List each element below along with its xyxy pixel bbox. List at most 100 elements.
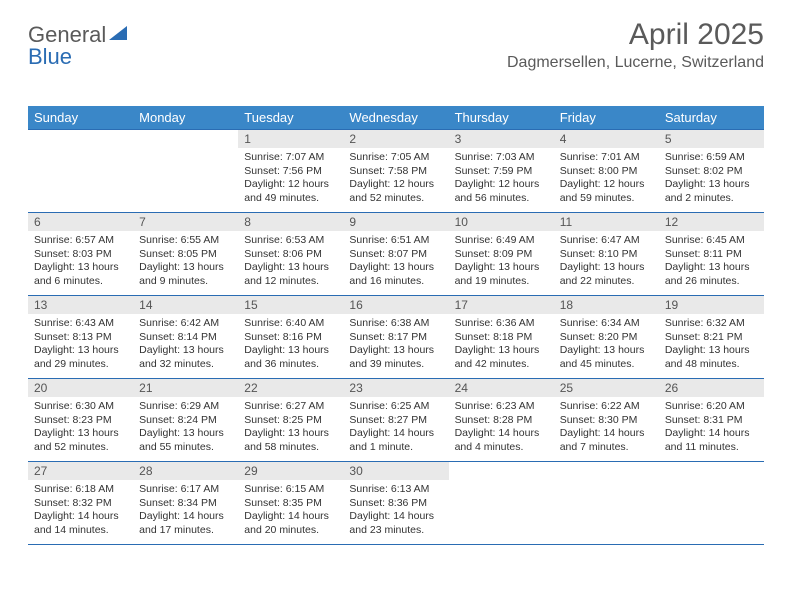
day-details: Sunrise: 6:36 AMSunset: 8:18 PMDaylight:… [449,314,554,376]
empty-cell [449,462,554,544]
daylight-text: Daylight: 13 hours and 55 minutes. [139,427,232,454]
sunset-text: Sunset: 8:21 PM [665,331,758,345]
day-cell: 2Sunrise: 7:05 AMSunset: 7:58 PMDaylight… [343,130,448,212]
sunset-text: Sunset: 7:56 PM [244,165,337,179]
dayname-wednesday: Wednesday [343,106,448,129]
day-details: Sunrise: 6:42 AMSunset: 8:14 PMDaylight:… [133,314,238,376]
sunrise-text: Sunrise: 7:01 AM [560,151,653,165]
dayname-saturday: Saturday [659,106,764,129]
daylight-text: Daylight: 13 hours and 19 minutes. [455,261,548,288]
sunset-text: Sunset: 8:09 PM [455,248,548,262]
sunrise-text: Sunrise: 6:32 AM [665,317,758,331]
sunrise-text: Sunrise: 6:20 AM [665,400,758,414]
day-details: Sunrise: 6:43 AMSunset: 8:13 PMDaylight:… [28,314,133,376]
sunrise-text: Sunrise: 6:53 AM [244,234,337,248]
sunrise-text: Sunrise: 6:17 AM [139,483,232,497]
sunset-text: Sunset: 8:02 PM [665,165,758,179]
sunset-text: Sunset: 8:16 PM [244,331,337,345]
daylight-text: Daylight: 13 hours and 2 minutes. [665,178,758,205]
day-cell: 7Sunrise: 6:55 AMSunset: 8:05 PMDaylight… [133,213,238,295]
sunset-text: Sunset: 7:59 PM [455,165,548,179]
sunset-text: Sunset: 8:23 PM [34,414,127,428]
day-details: Sunrise: 7:05 AMSunset: 7:58 PMDaylight:… [343,148,448,210]
sunset-text: Sunset: 8:14 PM [139,331,232,345]
day-cell: 16Sunrise: 6:38 AMSunset: 8:17 PMDayligh… [343,296,448,378]
daylight-text: Daylight: 13 hours and 9 minutes. [139,261,232,288]
sunrise-text: Sunrise: 6:59 AM [665,151,758,165]
day-number: 15 [238,296,343,314]
sunset-text: Sunset: 8:07 PM [349,248,442,262]
sunrise-text: Sunrise: 6:42 AM [139,317,232,331]
day-number: 6 [28,213,133,231]
week-row: 13Sunrise: 6:43 AMSunset: 8:13 PMDayligh… [28,296,764,379]
daylight-text: Daylight: 13 hours and 48 minutes. [665,344,758,371]
day-cell: 18Sunrise: 6:34 AMSunset: 8:20 PMDayligh… [554,296,659,378]
day-number: 19 [659,296,764,314]
daylight-text: Daylight: 13 hours and 39 minutes. [349,344,442,371]
day-cell: 21Sunrise: 6:29 AMSunset: 8:24 PMDayligh… [133,379,238,461]
day-number: 4 [554,130,659,148]
day-cell: 22Sunrise: 6:27 AMSunset: 8:25 PMDayligh… [238,379,343,461]
day-cell: 8Sunrise: 6:53 AMSunset: 8:06 PMDaylight… [238,213,343,295]
sunset-text: Sunset: 8:28 PM [455,414,548,428]
day-number: 21 [133,379,238,397]
dayname-monday: Monday [133,106,238,129]
sunrise-text: Sunrise: 6:45 AM [665,234,758,248]
sunrise-text: Sunrise: 6:29 AM [139,400,232,414]
daylight-text: Daylight: 14 hours and 4 minutes. [455,427,548,454]
day-number: 2 [343,130,448,148]
empty-cell [28,130,133,212]
day-number: 8 [238,213,343,231]
day-number: 24 [449,379,554,397]
daylight-text: Daylight: 14 hours and 7 minutes. [560,427,653,454]
day-details: Sunrise: 6:45 AMSunset: 8:11 PMDaylight:… [659,231,764,293]
sunset-text: Sunset: 8:25 PM [244,414,337,428]
sunrise-text: Sunrise: 6:30 AM [34,400,127,414]
day-number: 5 [659,130,764,148]
week-row: 6Sunrise: 6:57 AMSunset: 8:03 PMDaylight… [28,213,764,296]
sunrise-text: Sunrise: 6:57 AM [34,234,127,248]
header-right: April 2025 Dagmersellen, Lucerne, Switze… [507,18,764,72]
day-details: Sunrise: 6:13 AMSunset: 8:36 PMDaylight:… [343,480,448,542]
day-number: 13 [28,296,133,314]
dayname-sunday: Sunday [28,106,133,129]
day-details: Sunrise: 6:27 AMSunset: 8:25 PMDaylight:… [238,397,343,459]
daylight-text: Daylight: 14 hours and 1 minute. [349,427,442,454]
day-number: 30 [343,462,448,480]
sunrise-text: Sunrise: 6:49 AM [455,234,548,248]
day-details: Sunrise: 6:32 AMSunset: 8:21 PMDaylight:… [659,314,764,376]
day-cell: 25Sunrise: 6:22 AMSunset: 8:30 PMDayligh… [554,379,659,461]
calendar-body: 1Sunrise: 7:07 AMSunset: 7:56 PMDaylight… [28,129,764,545]
day-cell: 4Sunrise: 7:01 AMSunset: 8:00 PMDaylight… [554,130,659,212]
sunrise-text: Sunrise: 6:15 AM [244,483,337,497]
day-details: Sunrise: 6:15 AMSunset: 8:35 PMDaylight:… [238,480,343,542]
sunrise-text: Sunrise: 6:22 AM [560,400,653,414]
empty-cell [133,130,238,212]
page-subtitle: Dagmersellen, Lucerne, Switzerland [507,54,764,72]
day-details: Sunrise: 6:30 AMSunset: 8:23 PMDaylight:… [28,397,133,459]
daylight-text: Daylight: 13 hours and 22 minutes. [560,261,653,288]
day-details: Sunrise: 6:59 AMSunset: 8:02 PMDaylight:… [659,148,764,210]
day-cell: 27Sunrise: 6:18 AMSunset: 8:32 PMDayligh… [28,462,133,544]
sunset-text: Sunset: 8:18 PM [455,331,548,345]
daylight-text: Daylight: 14 hours and 11 minutes. [665,427,758,454]
sunset-text: Sunset: 8:10 PM [560,248,653,262]
day-number: 27 [28,462,133,480]
sunrise-text: Sunrise: 6:43 AM [34,317,127,331]
dayname-row: SundayMondayTuesdayWednesdayThursdayFrid… [28,106,764,129]
sunset-text: Sunset: 8:27 PM [349,414,442,428]
day-number: 18 [554,296,659,314]
daylight-text: Daylight: 13 hours and 26 minutes. [665,261,758,288]
sunrise-text: Sunrise: 6:36 AM [455,317,548,331]
day-cell: 29Sunrise: 6:15 AMSunset: 8:35 PMDayligh… [238,462,343,544]
day-cell: 11Sunrise: 6:47 AMSunset: 8:10 PMDayligh… [554,213,659,295]
day-details: Sunrise: 6:47 AMSunset: 8:10 PMDaylight:… [554,231,659,293]
sunset-text: Sunset: 8:36 PM [349,497,442,511]
day-number: 25 [554,379,659,397]
day-number: 20 [28,379,133,397]
day-cell: 30Sunrise: 6:13 AMSunset: 8:36 PMDayligh… [343,462,448,544]
sunrise-text: Sunrise: 6:25 AM [349,400,442,414]
sunrise-text: Sunrise: 6:51 AM [349,234,442,248]
day-number: 3 [449,130,554,148]
day-cell: 6Sunrise: 6:57 AMSunset: 8:03 PMDaylight… [28,213,133,295]
